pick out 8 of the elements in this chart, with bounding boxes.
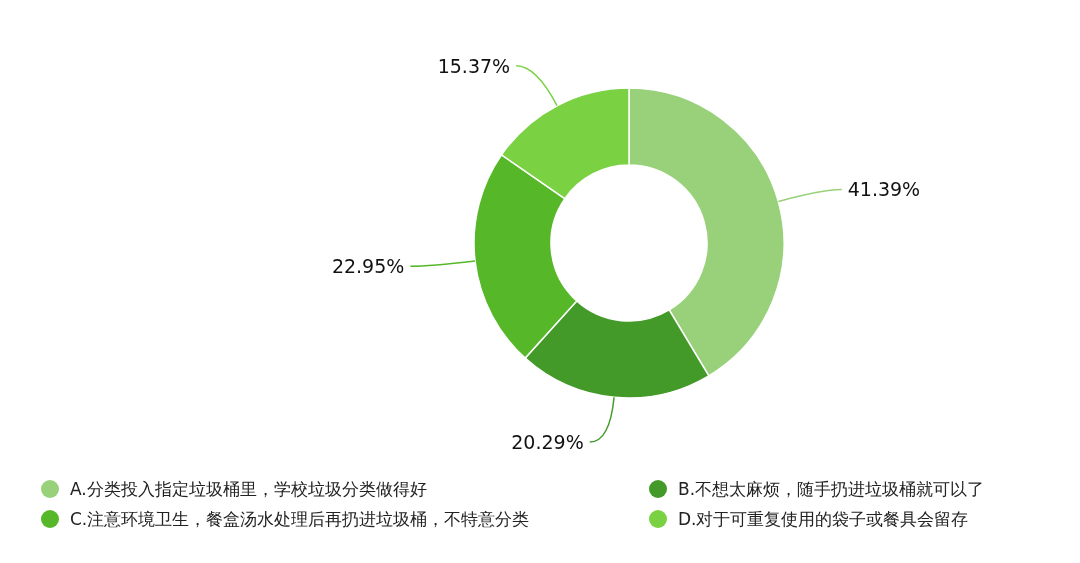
- legend-label: B.不想太麻烦，随手扔进垃圾桶就可以了: [678, 478, 985, 499]
- data-label: 41.39%: [847, 178, 921, 201]
- legend-label: A.分类投入指定垃圾桶里，学校垃圾分类做得好: [70, 478, 427, 499]
- data-label: 15.37%: [437, 54, 511, 77]
- data-label: 22.95%: [331, 254, 405, 277]
- legend-label: D.对于可重复使用的袋子或餐具会留存: [678, 508, 969, 529]
- legend-label: C.注意环境卫生，餐盒汤水处理后再扔进垃圾桶，不特意分类: [70, 508, 530, 529]
- data-label: 20.29%: [511, 430, 584, 453]
